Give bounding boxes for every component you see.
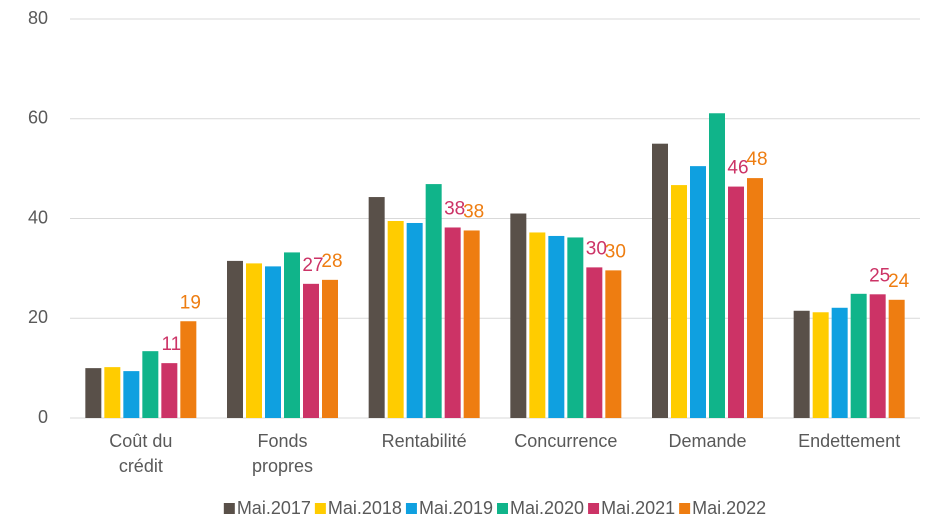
bar bbox=[303, 283, 319, 418]
bar bbox=[869, 294, 886, 418]
bar bbox=[123, 371, 140, 418]
bar bbox=[510, 213, 527, 418]
data-label: 25 bbox=[869, 265, 890, 286]
y-tick-label: 40 bbox=[28, 207, 48, 227]
legend-swatch bbox=[679, 503, 691, 514]
data-label: 11 bbox=[161, 334, 181, 355]
bar bbox=[652, 143, 668, 418]
data-label: 19 bbox=[180, 292, 201, 313]
bar bbox=[709, 113, 725, 419]
legend-swatch bbox=[497, 503, 508, 514]
legend-label: Mai.2021 bbox=[601, 498, 675, 518]
bar bbox=[567, 237, 584, 418]
bar bbox=[368, 197, 385, 418]
y-tick-label: 60 bbox=[28, 108, 48, 128]
bar bbox=[161, 363, 178, 418]
legend-swatch bbox=[588, 503, 600, 514]
bar bbox=[85, 368, 102, 418]
bar bbox=[586, 267, 603, 418]
data-label: 38 bbox=[444, 198, 465, 219]
legend-label: Mai.2020 bbox=[510, 498, 584, 518]
data-label: 30 bbox=[586, 238, 607, 259]
data-label: 30 bbox=[605, 241, 626, 262]
bar bbox=[850, 293, 867, 418]
bar bbox=[671, 185, 687, 418]
legend-label: Mai.2019 bbox=[419, 498, 493, 518]
bar bbox=[831, 307, 848, 418]
bar bbox=[104, 367, 121, 418]
legend-label: Mai.2018 bbox=[328, 498, 402, 518]
bar bbox=[548, 235, 565, 418]
bar bbox=[444, 227, 461, 418]
bar bbox=[728, 186, 744, 418]
bar bbox=[605, 270, 622, 418]
x-tick-label: Endettement bbox=[798, 431, 900, 451]
data-label: 46 bbox=[727, 158, 748, 179]
bar bbox=[747, 178, 763, 418]
legend-swatch bbox=[405, 503, 417, 514]
x-tick-label: Concurrence bbox=[514, 431, 617, 451]
bar bbox=[322, 279, 338, 418]
legend-swatch bbox=[223, 503, 235, 514]
x-tick-label: Fonds propres bbox=[252, 431, 313, 476]
legend-label: Mai.2017 bbox=[237, 498, 311, 518]
bar bbox=[265, 266, 281, 418]
bar bbox=[463, 230, 480, 418]
y-tick-label: 80 bbox=[28, 8, 48, 28]
x-tick-label: Rentabilité bbox=[382, 431, 467, 451]
x-tick-label: Coût du crédit bbox=[109, 431, 172, 476]
bar bbox=[812, 312, 829, 418]
bar bbox=[180, 321, 197, 418]
data-label: 38 bbox=[463, 201, 484, 222]
data-label: 27 bbox=[302, 255, 323, 276]
y-tick-label: 20 bbox=[28, 307, 48, 327]
bar bbox=[529, 232, 546, 418]
bar bbox=[793, 310, 810, 418]
bar bbox=[690, 166, 706, 418]
legend-swatch bbox=[314, 503, 326, 514]
bar bbox=[142, 351, 159, 418]
data-label: 28 bbox=[321, 251, 342, 272]
data-label: 24 bbox=[888, 271, 910, 292]
bar bbox=[425, 184, 442, 418]
bar bbox=[387, 220, 404, 418]
data-label: 48 bbox=[746, 149, 767, 170]
bar bbox=[406, 222, 423, 418]
legend-label: Mai.2022 bbox=[692, 498, 766, 518]
bar bbox=[246, 263, 262, 418]
bar bbox=[284, 252, 300, 418]
legend: Mai.2017 Mai.2018 Mai.2019 Mai.2020 Mai.2021… bbox=[223, 498, 766, 518]
x-tick-label: Demande bbox=[668, 431, 746, 451]
bar bbox=[227, 260, 243, 418]
y-tick-label: 0 bbox=[38, 407, 48, 427]
bar bbox=[888, 299, 905, 418]
